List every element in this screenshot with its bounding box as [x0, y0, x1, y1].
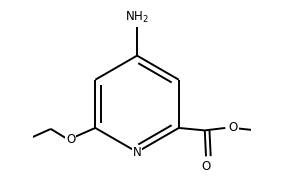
Text: O: O — [201, 160, 211, 173]
Text: NH$_2$: NH$_2$ — [125, 10, 149, 25]
Text: N: N — [133, 146, 141, 159]
Text: O: O — [66, 133, 75, 146]
Text: O: O — [229, 121, 238, 134]
